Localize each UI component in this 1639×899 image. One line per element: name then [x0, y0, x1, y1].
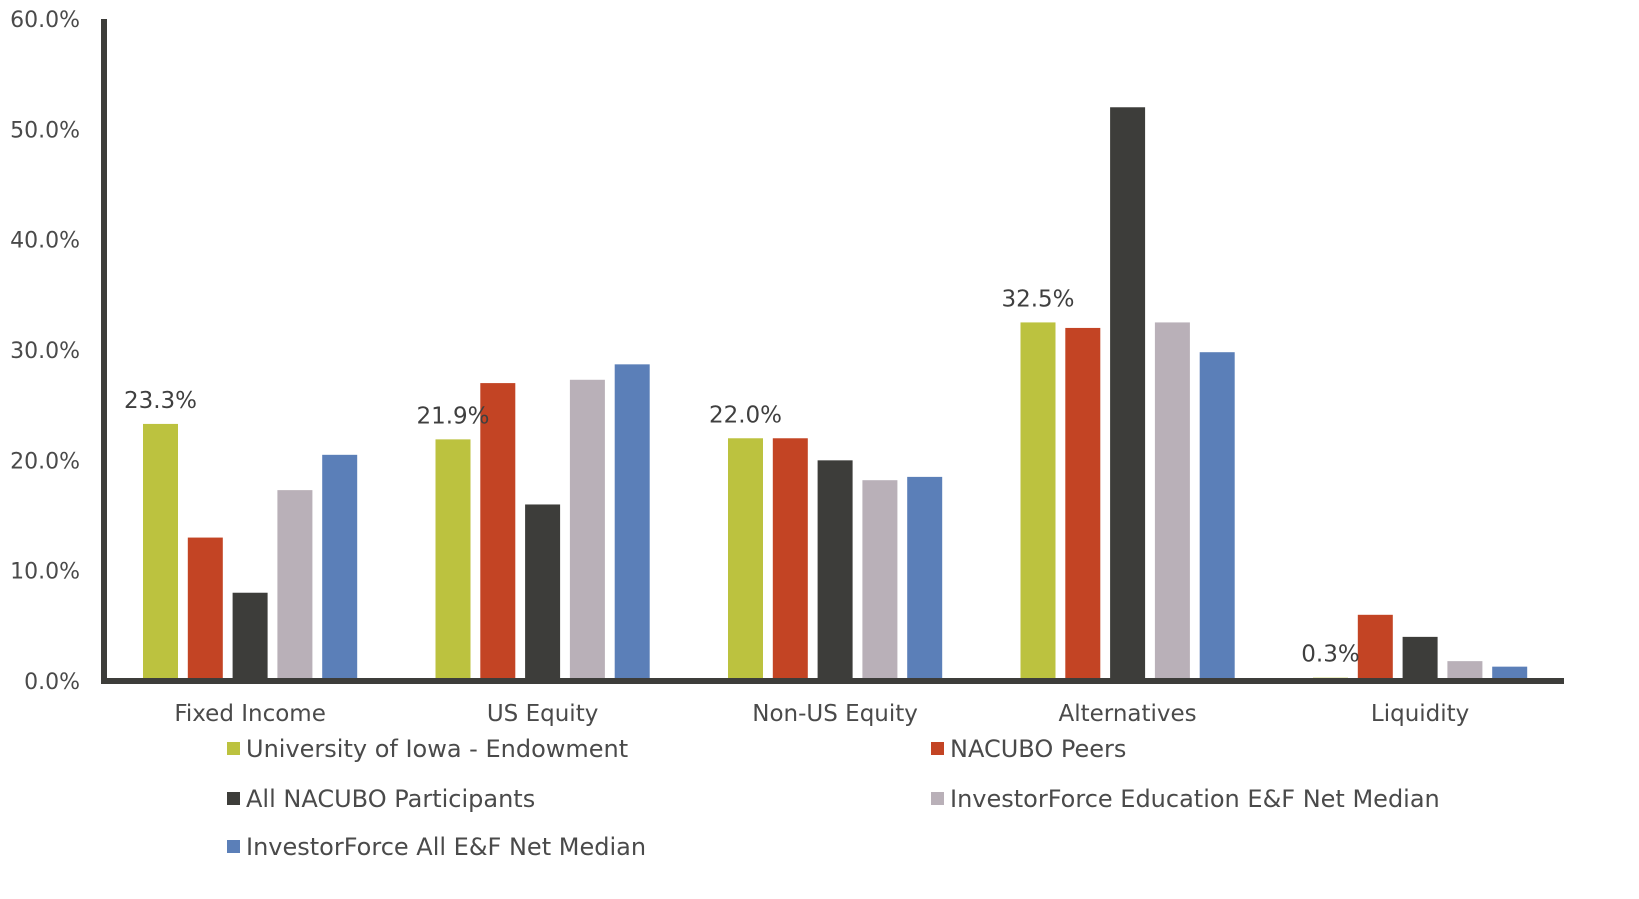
y-tick-label: 40.0% — [10, 229, 80, 254]
legend-item: InvestorForce Education E&F Net Median — [931, 785, 1440, 813]
bar — [728, 438, 763, 681]
y-tick-label: 10.0% — [10, 560, 80, 585]
bar — [862, 480, 898, 681]
y-tick-label: 0.0% — [24, 670, 80, 695]
legend: University of Iowa - Endowment NACUBO Pee… — [227, 735, 1440, 861]
bars — [143, 107, 1528, 682]
bar — [187, 537, 223, 681]
legend-swatch — [227, 792, 240, 805]
legend-item: University of Iowa - Endowment — [227, 735, 628, 763]
bar — [1154, 322, 1190, 681]
bar — [277, 490, 313, 681]
x-tick-label: US Equity — [487, 701, 598, 727]
bar — [907, 476, 943, 681]
bar — [1020, 322, 1056, 681]
data-label: 21.9% — [416, 403, 489, 429]
bar — [435, 439, 471, 681]
bar — [322, 454, 358, 681]
bar — [1199, 352, 1235, 681]
y-axis-ticks: 0.0% 10.0% 20.0% 30.0% 40.0% 50.0% 60.0% — [10, 8, 80, 695]
data-labels: 23.3% 21.9% 22.0% 32.5% 0.3% — [124, 286, 1360, 667]
x-axis-labels: Fixed Income US Equity Non-US Equity Altern… — [174, 701, 1469, 727]
bar — [525, 504, 561, 681]
bar — [1110, 107, 1146, 682]
data-label: 0.3% — [1301, 642, 1359, 668]
bar — [1065, 327, 1101, 681]
legend-label: University of Iowa - Endowment — [246, 735, 628, 763]
data-label: 23.3% — [124, 388, 197, 414]
data-label: 32.5% — [1001, 286, 1074, 312]
y-tick-label: 60.0% — [10, 8, 80, 33]
legend-item: NACUBO Peers — [931, 735, 1126, 763]
bar — [143, 423, 178, 681]
bar — [1402, 636, 1438, 681]
bar — [817, 460, 853, 681]
bar — [1357, 614, 1393, 681]
x-tick-label: Non-US Equity — [752, 701, 918, 727]
legend-label: All NACUBO Participants — [246, 785, 535, 813]
legend-item: All NACUBO Participants — [227, 785, 535, 813]
legend-swatch — [227, 742, 240, 755]
legend-label: NACUBO Peers — [950, 735, 1126, 763]
bar — [1447, 661, 1483, 681]
bar — [569, 379, 605, 681]
y-tick-label: 20.0% — [10, 449, 80, 474]
bar — [1492, 666, 1528, 681]
bar — [232, 592, 268, 681]
x-tick-label: Liquidity — [1371, 701, 1469, 727]
data-label: 22.0% — [709, 402, 782, 428]
legend-swatch — [931, 792, 944, 805]
y-tick-label: 50.0% — [10, 118, 80, 143]
y-tick-label: 30.0% — [10, 339, 80, 364]
legend-swatch — [931, 742, 944, 755]
legend-label: InvestorForce Education E&F Net Median — [950, 785, 1440, 813]
x-tick-label: Fixed Income — [174, 701, 326, 727]
bar — [480, 383, 516, 681]
bar — [772, 438, 808, 681]
x-tick-label: Alternatives — [1059, 701, 1197, 727]
bar — [614, 364, 650, 681]
legend-swatch — [227, 840, 240, 853]
legend-label: InvestorForce All E&F Net Median — [246, 833, 646, 861]
legend-item: InvestorForce All E&F Net Median — [227, 833, 646, 861]
